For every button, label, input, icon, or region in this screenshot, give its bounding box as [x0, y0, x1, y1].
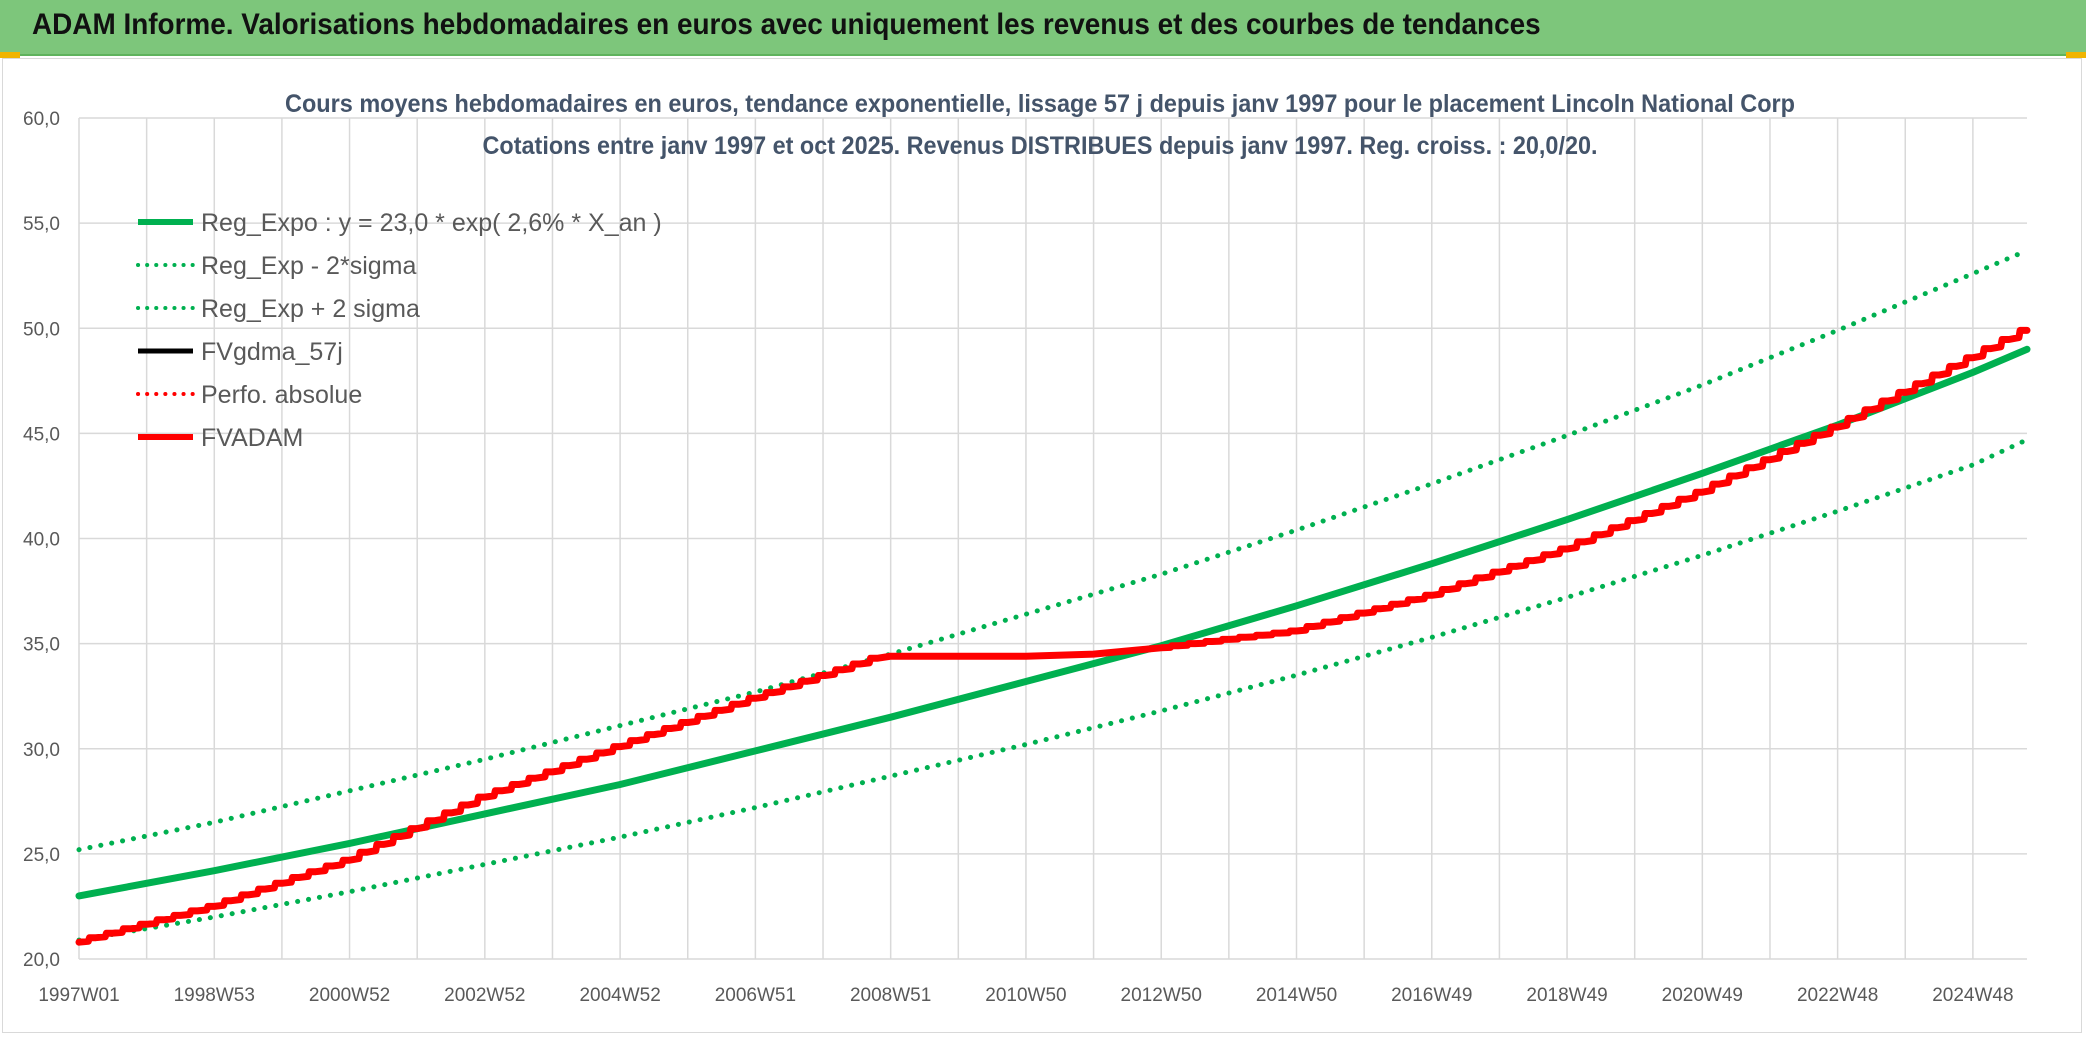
x-tick-label: 1998W53 — [174, 985, 255, 1006]
series-line-2 — [76, 248, 2030, 853]
series-line-5 — [75, 326, 2031, 946]
legend-label: Reg_Exp - 2*sigma — [201, 252, 416, 280]
y-tick-label: 45,0 — [23, 424, 60, 445]
banner-corner-left — [0, 52, 20, 58]
legend-label: Reg_Expo : y = 23,0 * exp( 2,6% * X_an ) — [201, 209, 662, 237]
legend: Reg_Expo : y = 23,0 * exp( 2,6% * X_an )… — [136, 209, 662, 452]
x-tick-label: 2008W51 — [850, 985, 931, 1006]
x-tick-label: 2006W51 — [715, 985, 796, 1006]
chart-frame — [2, 58, 2082, 1033]
y-tick-label: 35,0 — [23, 635, 60, 656]
y-axis-ticks: 20,0 25,0 30,0 35,0 40,0 45,0 50,0 55,0 60,0 — [23, 109, 60, 971]
y-tick-label: 60,0 — [23, 109, 60, 130]
x-tick-label: 2010W50 — [985, 985, 1066, 1006]
y-tick-label: 50,0 — [23, 319, 60, 340]
series-line-0 — [75, 345, 2031, 900]
header-banner: ADAM Informe. Valorisations hebdomadaire… — [0, 0, 2086, 56]
y-tick-label: 25,0 — [23, 845, 60, 866]
x-axis-ticks: 1997W01 1998W53 2000W52 2002W52 2004W52 2006W… — [38, 985, 2013, 1006]
x-tick-label: 2024W48 — [1932, 985, 2013, 1006]
grid — [78, 117, 2027, 960]
x-tick-label: 1997W01 — [38, 985, 119, 1006]
legend-label: Perfo. absolue — [201, 381, 362, 409]
x-tick-label: 2018W49 — [1526, 985, 1607, 1006]
x-tick-label: 2020W49 — [1662, 985, 1743, 1006]
x-tick-label: 2016W49 — [1391, 985, 1472, 1006]
legend-label: Reg_Exp + 2 sigma — [201, 295, 420, 323]
banner-corner-right — [2066, 52, 2086, 58]
legend-label: FVgdma_57j — [201, 338, 343, 366]
x-tick-label: 2012W50 — [1121, 985, 1202, 1006]
y-tick-label: 20,0 — [23, 950, 60, 971]
y-tick-label: 40,0 — [23, 530, 60, 551]
x-tick-label: 2022W48 — [1797, 985, 1878, 1006]
chart-subtitle: Cotations entre janv 1997 et oct 2025. R… — [483, 132, 1598, 160]
chart-title: Cours moyens hebdomadaires en euros, ten… — [285, 90, 1795, 118]
y-tick-label: 55,0 — [23, 214, 60, 235]
series — [75, 248, 2031, 946]
x-tick-label: 2004W52 — [579, 985, 660, 1006]
legend-label: FVADAM — [201, 424, 303, 452]
x-tick-label: 2000W52 — [309, 985, 390, 1006]
y-tick-label: 30,0 — [23, 740, 60, 761]
header-title: ADAM Informe. Valorisations hebdomadaire… — [32, 8, 1541, 41]
x-tick-label: 2002W52 — [444, 985, 525, 1006]
x-tick-label: 2014W50 — [1256, 985, 1337, 1006]
series-line-1 — [76, 437, 2030, 943]
